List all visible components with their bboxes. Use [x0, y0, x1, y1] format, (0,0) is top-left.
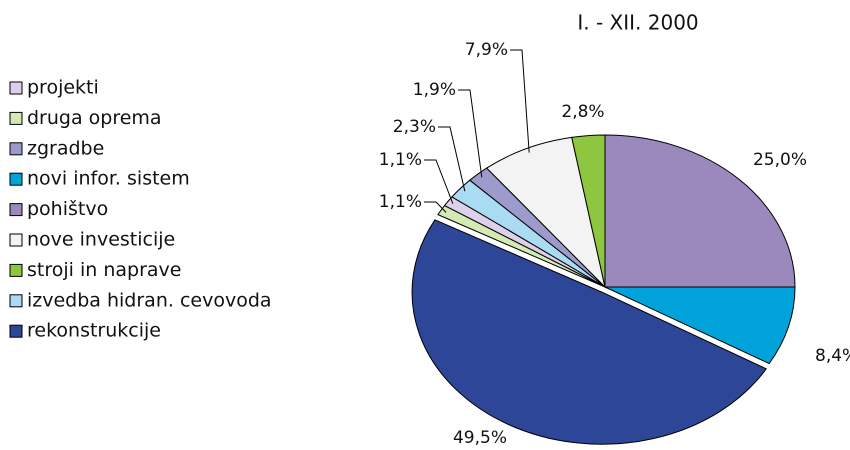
data-label: 8,4% [815, 346, 850, 366]
legend-swatch [9, 233, 23, 247]
data-label: 2,8% [561, 102, 604, 122]
data-label: 7,9% [465, 40, 508, 60]
legend-text: druga oprema [27, 107, 162, 129]
legend-swatch [9, 324, 23, 338]
data-label: 1,1% [379, 192, 422, 212]
data-label: 1,1% [379, 150, 422, 170]
legend-text: nove investicije [27, 229, 175, 251]
leader-line [510, 49, 530, 153]
legend-text: stroji in naprave [27, 259, 181, 281]
leader-line [424, 201, 447, 213]
legend-text: novi infor. sistem [27, 168, 190, 190]
legend-swatch [9, 172, 23, 186]
data-label: 25,0% [753, 150, 807, 170]
pie-slice [571, 134, 606, 288]
data-label: 49,5% [453, 428, 507, 448]
legend-text: izvedba hidran. cevovoda [27, 289, 272, 311]
legend-swatch [9, 203, 23, 217]
pie-slice [411, 219, 767, 445]
chart-title: I. - XII. 2000 [577, 11, 698, 35]
leader-line [438, 126, 466, 192]
data-label: 2,3% [393, 117, 436, 137]
legend-swatch [9, 111, 23, 125]
legend-swatch [9, 81, 23, 95]
legend-swatch [9, 294, 23, 308]
legend-text: projekti [27, 77, 99, 99]
leader-line [424, 159, 454, 204]
legend-swatch [9, 142, 23, 156]
leader-line [458, 89, 483, 178]
pie-slice [485, 136, 606, 289]
legend-swatch [9, 263, 23, 277]
pie-slice [604, 134, 796, 288]
legend-text: zgradbe [27, 137, 104, 159]
data-label: 1,9% [413, 80, 456, 100]
legend-text: pohištvo [27, 198, 108, 220]
legend-text: rekonstrukcije [27, 320, 161, 342]
pie-slice [604, 286, 796, 365]
